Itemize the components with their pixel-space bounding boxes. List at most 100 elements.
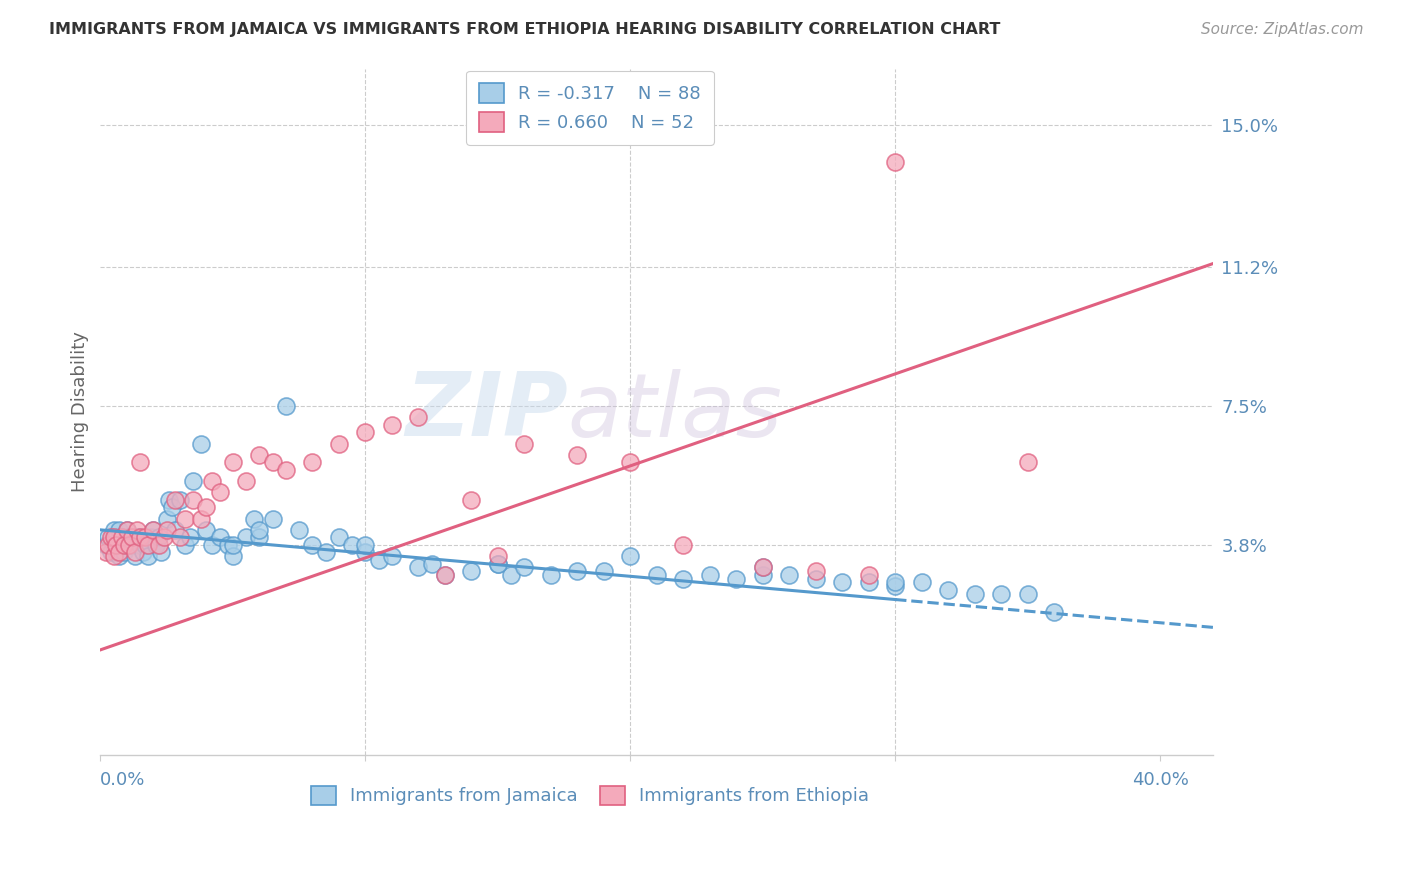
Point [672, 572, 695, 586]
Point [288, 523, 311, 537]
Point [381, 549, 404, 563]
Point [134, 530, 156, 544]
Point [433, 567, 456, 582]
Point [858, 567, 880, 582]
Point [513, 436, 536, 450]
Point [150, 545, 173, 559]
Point [340, 538, 363, 552]
Point [778, 567, 800, 582]
Point [831, 575, 853, 590]
Point [155, 511, 177, 525]
Point [381, 417, 404, 432]
Point [217, 538, 239, 552]
Point [235, 474, 257, 488]
Point [112, 545, 135, 559]
Point [181, 474, 204, 488]
Point [115, 523, 138, 537]
Point [110, 530, 132, 544]
Point [118, 530, 141, 544]
Point [105, 538, 128, 552]
Point [121, 538, 143, 552]
Point [751, 560, 773, 574]
Point [406, 560, 429, 574]
Point [963, 586, 986, 600]
Point [179, 530, 201, 544]
Point [155, 523, 177, 537]
Point [486, 557, 509, 571]
Point [108, 523, 131, 537]
Text: IMMIGRANTS FROM JAMAICA VS IMMIGRANTS FROM ETHIOPIA HEARING DISABILITY CORRELATI: IMMIGRANTS FROM JAMAICA VS IMMIGRANTS FR… [49, 22, 1001, 37]
Point [619, 549, 641, 563]
Point [460, 492, 482, 507]
Point [100, 545, 122, 559]
Text: atlas: atlas [568, 368, 783, 455]
Point [153, 530, 176, 544]
Point [804, 572, 827, 586]
Point [884, 575, 907, 590]
Point [190, 436, 212, 450]
Point [672, 538, 695, 552]
Point [103, 549, 125, 563]
Point [354, 538, 377, 552]
Point [1043, 606, 1066, 620]
Point [567, 564, 589, 578]
Point [103, 530, 125, 544]
Point [94, 538, 117, 552]
Point [108, 545, 131, 559]
Point [110, 530, 132, 544]
Point [163, 523, 186, 537]
Point [127, 523, 149, 537]
Point [235, 530, 257, 544]
Point [139, 530, 162, 544]
Point [592, 564, 614, 578]
Point [124, 545, 146, 559]
Point [112, 538, 135, 552]
Point [145, 538, 167, 552]
Point [262, 455, 284, 469]
Point [132, 545, 155, 559]
Point [129, 538, 152, 552]
Point [136, 549, 159, 563]
Point [174, 538, 197, 552]
Point [163, 492, 186, 507]
Point [645, 567, 668, 582]
Point [148, 538, 170, 552]
Point [129, 455, 152, 469]
Point [884, 579, 907, 593]
Point [201, 538, 224, 552]
Point [136, 538, 159, 552]
Point [169, 530, 191, 544]
Point [328, 436, 350, 450]
Point [97, 530, 120, 544]
Point [486, 557, 509, 571]
Point [274, 399, 297, 413]
Point [936, 582, 959, 597]
Point [208, 485, 231, 500]
Point [195, 523, 218, 537]
Point [169, 492, 191, 507]
Point [222, 538, 245, 552]
Point [804, 564, 827, 578]
Point [129, 530, 152, 544]
Point [406, 410, 429, 425]
Point [420, 557, 443, 571]
Point [911, 575, 934, 590]
Point [115, 538, 138, 552]
Point [174, 511, 197, 525]
Point [354, 425, 377, 440]
Point [460, 564, 482, 578]
Point [619, 455, 641, 469]
Point [103, 523, 125, 537]
Point [110, 538, 132, 552]
Point [201, 474, 224, 488]
Point [105, 530, 128, 544]
Point [1017, 455, 1039, 469]
Point [148, 530, 170, 544]
Point [118, 538, 141, 552]
Point [195, 500, 218, 515]
Point [247, 448, 270, 462]
Point [157, 492, 180, 507]
Point [160, 500, 183, 515]
Point [222, 549, 245, 563]
Point [725, 572, 748, 586]
